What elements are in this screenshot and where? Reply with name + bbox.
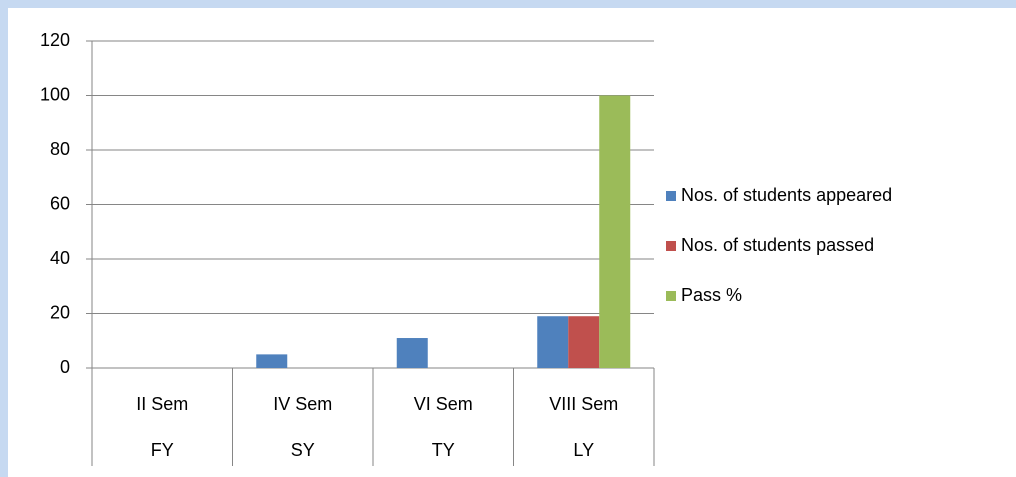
y-tick-label: 120 [40, 30, 70, 50]
x-tick-label: II Sem [136, 394, 188, 414]
x-group-label: SY [291, 440, 315, 460]
y-tick-label: 20 [50, 302, 70, 322]
legend-label: Nos. of students appeared [681, 185, 892, 205]
y-tick-label: 40 [50, 248, 70, 268]
x-group-label: TY [432, 440, 455, 460]
legend-swatch [666, 291, 676, 301]
legend-swatch [666, 191, 676, 201]
y-tick-label: 0 [60, 357, 70, 377]
x-group-label: FY [151, 440, 174, 460]
y-tick-label: 100 [40, 84, 70, 104]
y-tick-label: 60 [50, 193, 70, 213]
x-group-label: LY [573, 440, 594, 460]
legend-label: Pass % [681, 285, 742, 305]
bar [256, 354, 288, 368]
bar [568, 316, 600, 368]
bar [396, 338, 428, 368]
legend-label: Nos. of students passed [681, 235, 874, 255]
x-tick-label: IV Sem [273, 394, 332, 414]
bar [537, 316, 569, 368]
x-tick-label: VI Sem [414, 394, 473, 414]
bar [599, 95, 631, 368]
chart-area [8, 8, 1016, 477]
legend-swatch [666, 241, 676, 251]
y-tick-label: 80 [50, 139, 70, 159]
x-tick-label: VIII Sem [549, 394, 618, 414]
